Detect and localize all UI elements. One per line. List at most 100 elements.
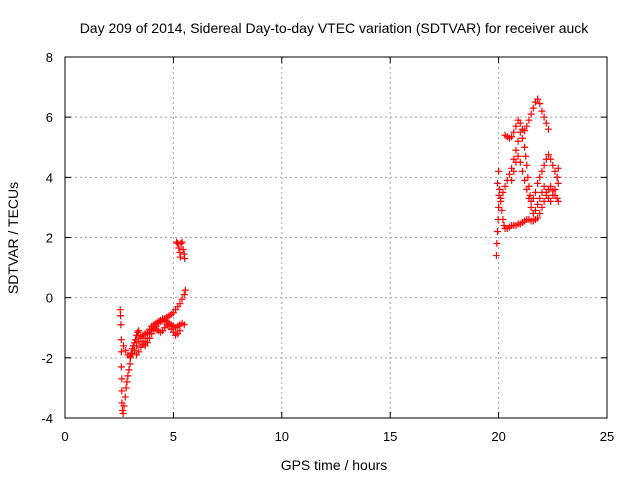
data-point: [495, 203, 503, 211]
data-point: [116, 306, 124, 314]
y-tick-label: 6: [46, 110, 53, 125]
data-point: [536, 194, 544, 202]
data-point: [518, 167, 526, 175]
data-point: [521, 176, 529, 184]
data-point: [553, 194, 561, 202]
data-point: [540, 197, 548, 205]
y-tick-label: 8: [46, 50, 53, 65]
data-point: [179, 246, 187, 254]
data-point: [534, 95, 542, 103]
data-point: [499, 188, 507, 196]
data-point: [508, 133, 516, 141]
data-points: [116, 95, 562, 417]
data-point: [501, 182, 509, 190]
data-point: [547, 182, 555, 190]
data-point: [540, 182, 548, 190]
data-point: [534, 200, 542, 208]
data-point: [538, 203, 546, 211]
data-point: [508, 176, 516, 184]
data-point: [117, 348, 125, 356]
x-tick-label: 25: [600, 429, 614, 444]
data-point: [518, 134, 526, 142]
data-point: [522, 152, 530, 160]
data-point: [526, 191, 534, 199]
data-point: [549, 161, 557, 169]
data-point: [542, 188, 550, 196]
data-point: [122, 384, 130, 392]
data-point: [494, 227, 502, 235]
data-point: [118, 375, 126, 383]
data-point: [180, 291, 188, 299]
y-tick-label: -4: [41, 411, 53, 426]
data-point: [117, 363, 125, 371]
data-point: [125, 366, 133, 374]
data-point: [117, 321, 125, 329]
grid-lines: [65, 57, 607, 418]
data-point: [512, 122, 520, 130]
data-point: [523, 185, 531, 193]
data-point: [534, 179, 542, 187]
data-point: [176, 327, 184, 335]
data-point: [497, 194, 505, 202]
data-point: [540, 161, 548, 169]
data-point: [536, 100, 544, 108]
data-point: [133, 331, 141, 339]
data-point: [175, 244, 183, 252]
data-point: [525, 116, 533, 124]
data-point: [554, 179, 562, 187]
data-point: [130, 346, 138, 354]
data-point: [554, 197, 562, 205]
x-axis-label: GPS time / hours: [281, 457, 388, 473]
x-tick-label: 5: [170, 429, 177, 444]
data-point: [133, 342, 141, 350]
data-point: [118, 387, 126, 395]
data-point: [551, 185, 559, 193]
data-point: [500, 221, 508, 229]
x-tick-label: 0: [61, 429, 68, 444]
data-point: [544, 151, 552, 159]
data-point: [521, 143, 529, 151]
data-point: [177, 240, 185, 248]
data-point: [551, 167, 559, 175]
data-point: [544, 125, 552, 133]
data-point: [499, 215, 507, 223]
data-point: [512, 146, 520, 154]
chart-title: Day 209 of 2014, Sidereal Day-to-day VTE…: [80, 20, 590, 36]
data-point: [536, 173, 544, 181]
data-point: [524, 173, 532, 181]
data-point: [516, 119, 524, 127]
data-point: [547, 197, 555, 205]
y-tick-label: 4: [46, 170, 53, 185]
data-point: [120, 342, 128, 350]
data-point: [493, 240, 501, 248]
data-point: [120, 402, 128, 410]
data-point: [135, 327, 143, 335]
data-point: [523, 161, 531, 169]
data-point: [554, 164, 562, 172]
y-axis-label: SDTVAR / TECUs: [5, 182, 21, 294]
data-point: [538, 167, 546, 175]
data-point: [531, 188, 539, 196]
data-point: [510, 167, 518, 175]
x-tick-label: 20: [491, 429, 505, 444]
data-point: [181, 255, 189, 263]
x-tick-label: 15: [383, 429, 397, 444]
data-point: [534, 214, 542, 222]
data-point: [527, 203, 535, 211]
data-point: [516, 158, 524, 166]
data-point: [547, 155, 555, 163]
data-point: [542, 119, 550, 127]
data-point: [505, 170, 513, 178]
data-point: [510, 128, 518, 136]
data-point: [525, 194, 533, 202]
data-point: [126, 360, 134, 368]
data-point: [134, 328, 142, 336]
data-point: [181, 286, 189, 294]
data-point: [178, 295, 186, 303]
data-point: [514, 152, 522, 160]
data-point: [529, 104, 537, 112]
data-point: [123, 378, 131, 386]
x-tick-label: 10: [275, 429, 289, 444]
data-point: [531, 206, 539, 214]
data-point: [521, 127, 529, 135]
